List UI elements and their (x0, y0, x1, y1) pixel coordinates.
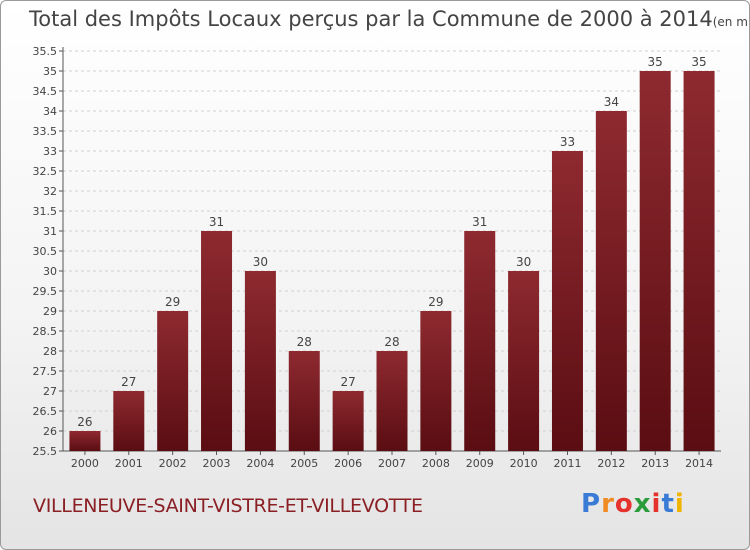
bar-2004 (244, 271, 276, 451)
bar-value-label: 30 (516, 255, 531, 269)
y-tick-label: 31 (43, 225, 57, 238)
bars (69, 71, 715, 451)
y-tick-label: 32 (43, 185, 57, 198)
x-tick-label: 2001 (115, 457, 143, 470)
y-tick-label: 28.5 (33, 325, 58, 338)
bar-2009 (464, 231, 496, 451)
logo-letter: r (601, 489, 615, 519)
x-tick-label: 2014 (685, 457, 713, 470)
y-tick-label: 27.5 (33, 365, 58, 378)
y-tick-label: 27 (43, 385, 57, 398)
bar-2008 (420, 311, 452, 451)
title-text: Total des Impôts Locaux perçus par la Co… (29, 7, 713, 31)
x-tick-label: 2007 (378, 457, 406, 470)
x-tick-label: 2000 (71, 457, 99, 470)
logo-letter: i (674, 489, 685, 519)
y-tick-label: 30.5 (33, 245, 58, 258)
x-tick-label: 2006 (334, 457, 362, 470)
y-tick-label: 35 (43, 65, 57, 78)
bar-2006 (332, 391, 364, 451)
bar-value-label: 28 (384, 335, 399, 349)
bar-2011 (551, 151, 583, 451)
logo-letter: o (614, 489, 634, 519)
x-tick-label: 2012 (597, 457, 625, 470)
y-tick-label: 32.5 (33, 165, 58, 178)
bar-2010 (508, 271, 540, 451)
commune-name: VILLENEUVE-SAINT-VISTRE-ET-VILLEVOTTE (33, 495, 423, 517)
bar-2002 (157, 311, 189, 451)
logo-letter: i (651, 489, 662, 519)
bar-2000 (69, 431, 101, 451)
y-tick-label: 28 (43, 345, 57, 358)
bar-2001 (113, 391, 145, 451)
chart-title: Total des Impôts Locaux perçus par la Co… (29, 7, 750, 31)
bar-2007 (376, 351, 408, 451)
bar-value-label: 26 (77, 415, 92, 429)
y-tick-label: 34.5 (33, 85, 58, 98)
bar-value-label: 35 (648, 55, 663, 69)
y-tick-label: 33 (43, 145, 57, 158)
proxiti-logo: Proxiti (581, 489, 685, 519)
bar-value-label: 30 (253, 255, 268, 269)
bar-value-label: 33 (560, 135, 575, 149)
logo-letter: x (633, 489, 652, 519)
title-unit: (en milliers d'€) (712, 15, 750, 29)
bar-2012 (595, 111, 627, 451)
bar-value-label: 31 (472, 215, 487, 229)
bar-value-label: 34 (604, 95, 619, 109)
y-tick-label: 30 (43, 265, 57, 278)
x-tick-label: 2009 (466, 457, 494, 470)
y-tick-label: 33.5 (33, 125, 58, 138)
bar-value-label: 29 (165, 295, 180, 309)
bar-value-label: 31 (209, 215, 224, 229)
x-tick-label: 2005 (290, 457, 318, 470)
bar-value-label: 35 (691, 55, 706, 69)
bar-2014 (683, 71, 715, 451)
y-tick-label: 35.5 (33, 45, 58, 58)
logo-letter: t (661, 489, 675, 519)
y-tick-label: 29.5 (33, 285, 58, 298)
bar-2013 (639, 71, 671, 451)
x-tick-label: 2011 (553, 457, 581, 470)
y-tick-label: 26.5 (33, 405, 58, 418)
bar-value-label: 27 (121, 375, 136, 389)
y-tick-label: 31.5 (33, 205, 58, 218)
y-tick-label: 25.5 (33, 445, 58, 458)
bar-2005 (288, 351, 320, 451)
bar-value-label: 28 (297, 335, 312, 349)
y-tick-label: 34 (43, 105, 57, 118)
x-tick-label: 2004 (246, 457, 274, 470)
bar-value-label: 29 (428, 295, 443, 309)
x-tick-label: 2002 (159, 457, 187, 470)
bar-value-label: 27 (340, 375, 355, 389)
labels: 25.5 26 26.5 27 27.5 28 28.5 29 29.5 30 30.5 31 31.5… (33, 45, 714, 470)
bar-2003 (201, 231, 233, 451)
y-tick-label: 26 (43, 425, 57, 438)
x-tick-label: 2008 (422, 457, 450, 470)
y-tick-label: 29 (43, 305, 57, 318)
x-tick-label: 2003 (203, 457, 231, 470)
logo-letter: P (581, 489, 602, 519)
x-tick-label: 2010 (510, 457, 538, 470)
x-tick-label: 2013 (641, 457, 669, 470)
